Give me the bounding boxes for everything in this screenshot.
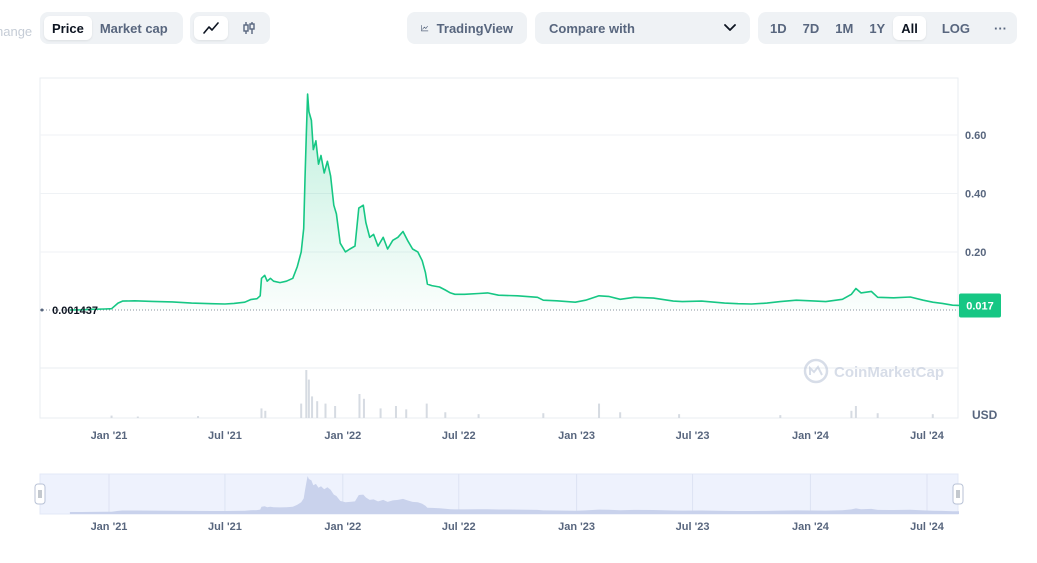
watermark-text: CoinMarketCap [834,364,944,381]
volume-bar [477,414,480,418]
line-chart-button[interactable] [194,16,228,40]
volume-bar [136,416,139,418]
background-fragment-text: hange [0,24,33,39]
volume-bar [300,403,303,418]
volume-bar [619,412,622,418]
navigator-x-tick-label: Jan '22 [324,521,361,533]
navigator-x-tick-label: Jul '24 [910,521,945,533]
tab-market-cap[interactable]: Market cap [99,20,168,36]
baseline-label: 0.001437 [52,305,98,317]
chart-frame [39,77,959,419]
volume-bar [307,379,310,418]
current-price-tag [959,293,1001,318]
volume-bar [850,410,853,418]
volume-bar [316,401,319,418]
volume-bar [324,403,327,418]
volume-bar [394,406,397,418]
coinmarketcap-logo-icon [803,358,829,384]
current-price-label: 0.017 [966,300,994,312]
chart-style-toggle [190,12,270,44]
x-tick-label: Jan '24 [792,430,830,442]
range-1m[interactable]: 1M [835,20,854,36]
y-tick-label: 0.40 [965,188,986,200]
navigator-x-tick-label: Jul '23 [676,521,710,533]
volume-bar [197,416,200,418]
line-chart-icon [203,22,219,34]
volume-bar [779,415,782,418]
x-tick-label: Jul '23 [676,430,710,442]
volume-bar [379,408,382,418]
volume-bar [876,413,879,418]
volume-bar [305,370,308,418]
navigator-x-tick-label: Jul '21 [208,521,242,533]
range-selector: 1D 7D 1M 1Y All LOG ··· [758,12,1017,44]
compare-with-dropdown[interactable]: Compare with [535,12,750,44]
y-tick-label: 0.60 [965,130,986,142]
navigator-x-tick-label: Jan '24 [792,521,830,533]
tradingview-label: TradingView [436,20,513,36]
x-tick-label: Jan '22 [324,430,361,442]
coinmarketcap-logo-mark [809,365,823,376]
candlestick-button[interactable] [232,16,266,40]
volume-bar [931,414,934,418]
navigator-right-handle[interactable] [952,483,964,505]
chart-type-toggle: Price Market cap [40,12,183,44]
navigator-area [69,476,959,514]
volume-bar [405,409,408,418]
handle-body [34,483,46,505]
more-options-button[interactable]: ··· [994,20,1008,36]
volume-bar [598,403,601,418]
volume-bar [358,394,361,418]
chart-area-icon [421,25,429,32]
volume-bar [542,413,545,418]
volume-bar [334,406,337,418]
range-all[interactable]: All [893,16,926,40]
price-area-fill [69,94,959,310]
volume-bar [110,415,113,418]
log-scale-button[interactable]: LOG [941,20,971,36]
volume-bar [425,403,428,418]
volume-bar [264,410,267,418]
x-tick-label: Jul '22 [442,430,476,442]
coinmarketcap-watermark: CoinMarketCap [803,358,944,384]
y-tick-label: 0.20 [965,247,986,259]
baseline-marker-dot [40,308,44,312]
volume-bar [311,396,314,418]
volume-bar [362,398,365,418]
navigator-x-tick-label: Jul '22 [442,521,476,533]
navigator-window [39,473,959,515]
navigator-x-tick-label: Jan '23 [558,521,595,533]
x-tick-label: Jul '24 [910,430,945,442]
compare-with-label: Compare with [549,20,635,36]
candlestick-icon [243,22,255,34]
volume-bar [854,406,857,418]
x-tick-label: Jul '21 [208,430,242,442]
navigator-x-tick-label: Jan '21 [91,521,128,533]
range-1y[interactable]: 1Y [869,20,886,36]
x-tick-label: Jan '23 [558,430,595,442]
volume-bar [260,408,263,418]
tab-price[interactable]: Price [44,16,92,40]
x-tick-label: Jan '21 [91,430,128,442]
chevron-down-icon [724,24,736,31]
range-7d[interactable]: 7D [802,20,820,36]
volume-bar [444,412,447,418]
tradingview-button[interactable]: TradingView [407,12,527,44]
range-1d[interactable]: 1D [770,20,787,36]
volume-unit-label: USD [972,408,998,422]
price-line [69,93,960,311]
navigator-left-handle[interactable] [34,483,46,505]
volume-bar [678,414,681,418]
handle-body [952,483,964,505]
